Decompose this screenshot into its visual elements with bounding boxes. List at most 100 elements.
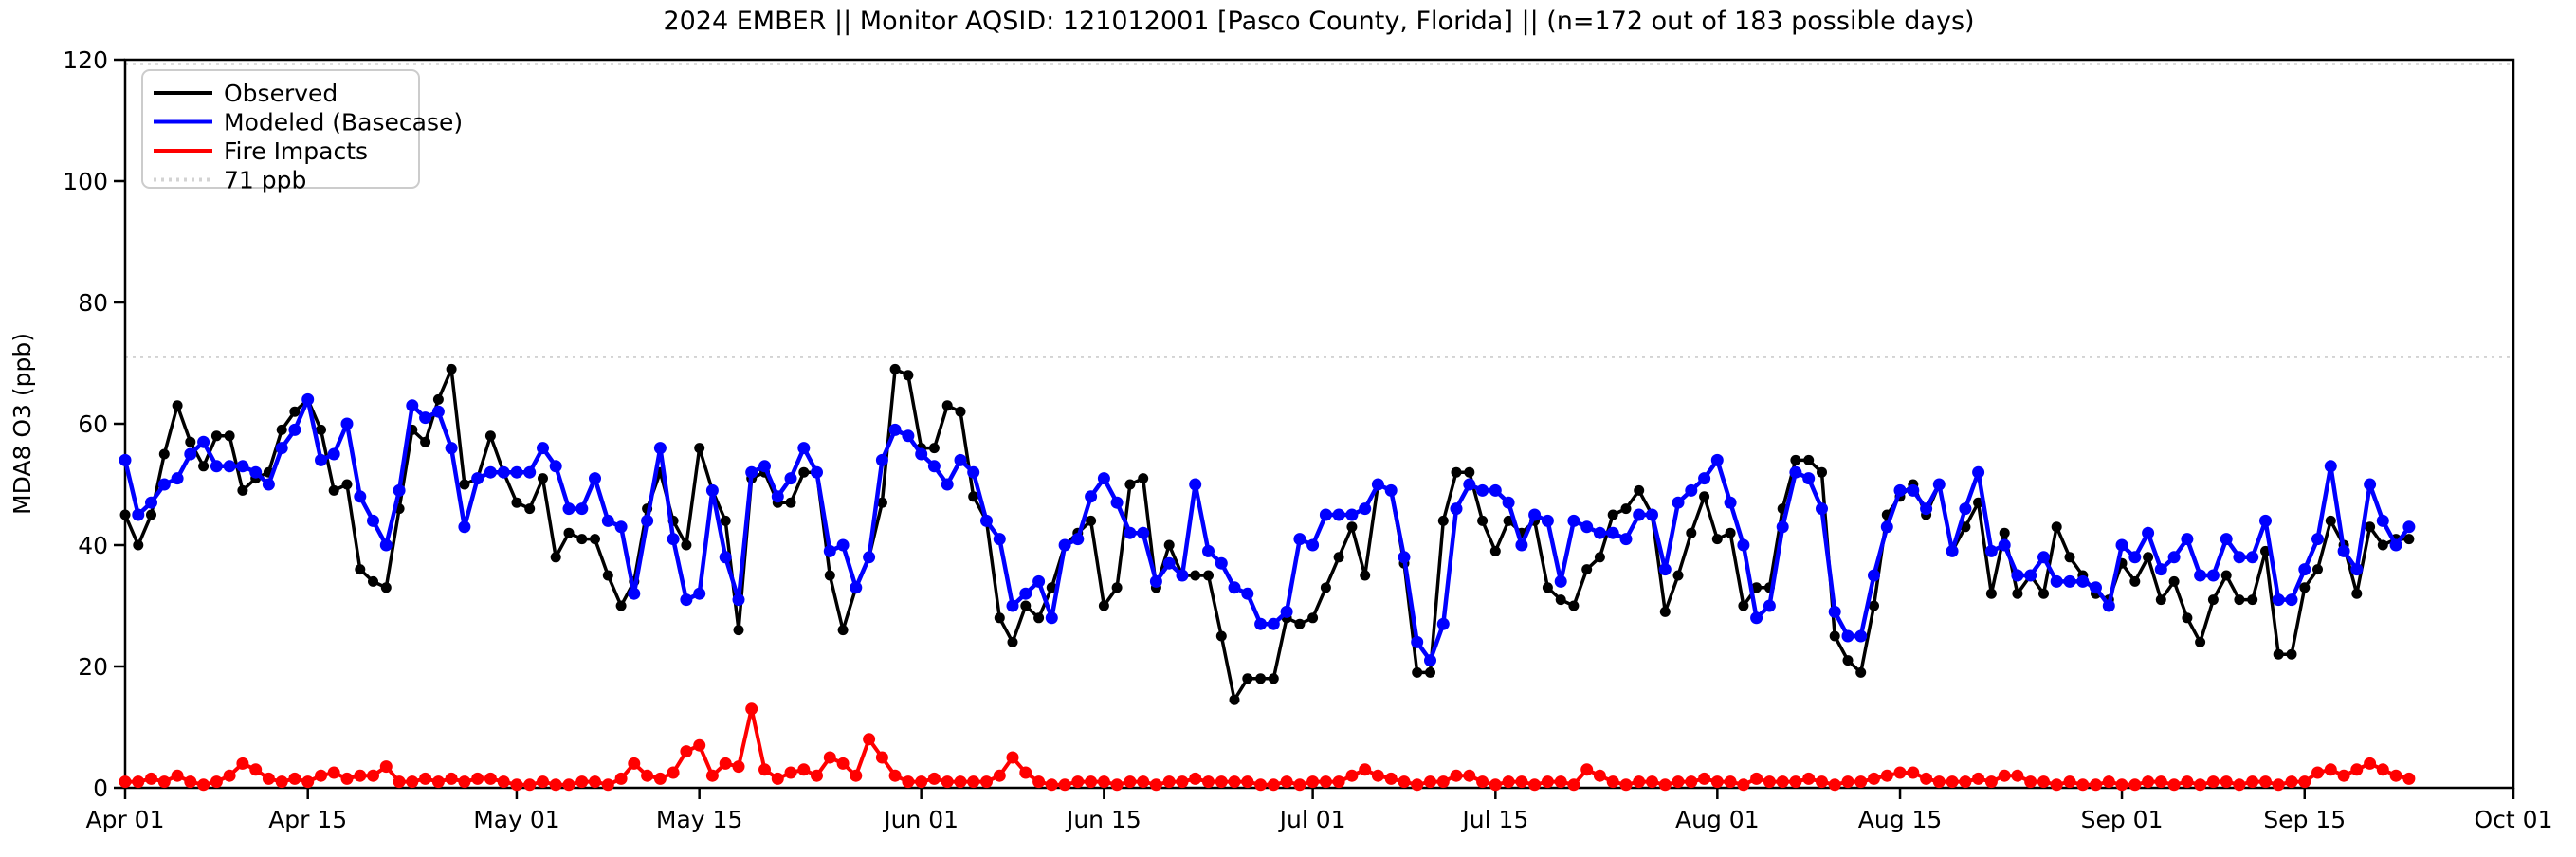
modeled-basecase-marker: [2181, 533, 2194, 546]
fire-impacts-marker: [1319, 775, 1332, 789]
fire-impacts-marker: [980, 775, 993, 789]
modeled-basecase-marker: [1972, 465, 1985, 479]
modeled-basecase-marker: [771, 490, 784, 503]
fire-impacts-marker: [367, 769, 379, 782]
modeled-basecase-marker: [1293, 533, 1306, 546]
observed-marker: [1751, 582, 1763, 593]
modeled-basecase-marker: [1502, 496, 1515, 509]
modeled-basecase-marker: [484, 465, 497, 479]
fire-impacts-marker: [1293, 778, 1306, 792]
fire-impacts-marker: [145, 772, 157, 785]
modeled-basecase-marker: [1424, 654, 1436, 667]
fire-impacts-marker: [1189, 772, 1202, 785]
modeled-basecase-marker: [197, 435, 210, 448]
modeled-basecase-marker: [2220, 533, 2233, 546]
modeled-basecase-marker: [1319, 508, 1332, 521]
fire-impacts-marker: [1984, 775, 1998, 789]
modeled-basecase-marker: [758, 460, 771, 473]
fire-impacts-marker: [197, 778, 210, 792]
fire-impacts-marker: [431, 775, 445, 789]
fire-impacts-marker: [2298, 775, 2311, 789]
fire-impacts-marker: [1920, 772, 1933, 785]
fire-impacts-marker: [1254, 778, 1268, 792]
observed-marker: [955, 406, 966, 417]
observed-marker: [1020, 600, 1032, 611]
fire-impacts-marker: [1959, 775, 1972, 789]
fire-impacts-marker: [1071, 775, 1085, 789]
fire-impacts-marker: [1685, 775, 1698, 789]
fire-impacts-marker: [1893, 766, 1907, 779]
modeled-basecase-marker: [236, 460, 249, 473]
modeled-basecase-marker: [1633, 508, 1646, 521]
observed-marker: [550, 552, 561, 563]
observed-marker: [2234, 594, 2245, 606]
fire-impacts-marker: [288, 772, 301, 785]
fire-impacts-marker: [758, 763, 771, 776]
modeled-basecase-marker: [2050, 574, 2063, 588]
fire-impacts-marker: [419, 772, 432, 785]
modeled-basecase-marker: [745, 465, 758, 479]
modeled-basecase-marker: [850, 581, 863, 594]
observed-marker: [341, 479, 353, 490]
observed-marker: [538, 473, 548, 484]
fire-impacts-marker: [1554, 775, 1567, 789]
observed-marker: [590, 534, 600, 545]
modeled-basecase-marker: [145, 496, 157, 509]
observed-marker: [146, 509, 156, 520]
fire-impacts-marker: [2154, 775, 2167, 789]
observed-marker: [2038, 588, 2049, 599]
fire-impacts-marker: [1176, 775, 1189, 789]
y-tick-label: 100: [63, 168, 108, 195]
modeled-basecase-marker: [406, 399, 419, 412]
fire-impacts-marker: [340, 772, 354, 785]
fire-impacts-marker: [2285, 775, 2298, 789]
fire-impacts-marker: [1946, 775, 1959, 789]
observed-marker: [1437, 515, 1449, 526]
fire-impacts-marker: [1633, 775, 1646, 789]
observed-marker: [1817, 466, 1827, 478]
fire-impacts-marker: [2350, 763, 2364, 776]
fire-impacts-marker: [1345, 769, 1359, 782]
modeled-basecase-marker: [1176, 569, 1189, 582]
fire-impacts-marker: [2194, 778, 2207, 792]
fire-impacts-marker: [549, 778, 562, 792]
fire-impacts-marker: [1359, 763, 1372, 776]
modeled-basecase-marker: [1045, 611, 1058, 625]
modeled-basecase-marker: [1854, 629, 1868, 643]
modeled-basecase-marker: [301, 392, 315, 406]
observed-marker: [785, 497, 796, 508]
fire-impacts-marker: [2128, 778, 2142, 792]
fire-impacts-marker: [1828, 778, 1841, 792]
fire-impacts-marker: [2337, 769, 2350, 782]
modeled-basecase-marker: [2285, 593, 2298, 607]
fire-impacts-marker: [157, 775, 171, 789]
observed-marker: [2273, 648, 2284, 660]
modeled-basecase-marker: [836, 538, 850, 552]
fire-impacts-marker: [562, 778, 575, 792]
modeled-basecase-marker: [915, 447, 928, 461]
observed-marker: [1985, 588, 1997, 599]
fire-impacts-marker: [1880, 769, 1893, 782]
fire-impacts-marker: [2259, 775, 2272, 789]
fire-impacts-marker: [1816, 775, 1828, 789]
modeled-basecase-marker: [1267, 617, 1280, 630]
observed-marker: [602, 570, 613, 581]
fire-impacts-marker: [1476, 775, 1489, 789]
modeled-basecase-marker: [1606, 526, 1619, 539]
fire-impacts-marker: [1515, 775, 1528, 789]
observed-marker: [824, 570, 835, 581]
fire-impacts-marker: [1280, 775, 1293, 789]
fire-impacts-marker: [1124, 775, 1137, 789]
fire-impacts-marker: [836, 757, 850, 770]
modeled-basecase-marker: [1946, 544, 1959, 557]
fire-impacts-marker: [575, 775, 589, 789]
observed-marker: [928, 443, 940, 454]
modeled-basecase-marker: [2298, 563, 2311, 576]
modeled-basecase-marker: [1672, 496, 1685, 509]
observed-marker: [198, 461, 210, 472]
fire-impacts-marker: [1097, 775, 1110, 789]
modeled-basecase-marker: [1920, 502, 1933, 516]
observed-marker: [1477, 515, 1489, 526]
modeled-basecase-marker: [1332, 508, 1345, 521]
